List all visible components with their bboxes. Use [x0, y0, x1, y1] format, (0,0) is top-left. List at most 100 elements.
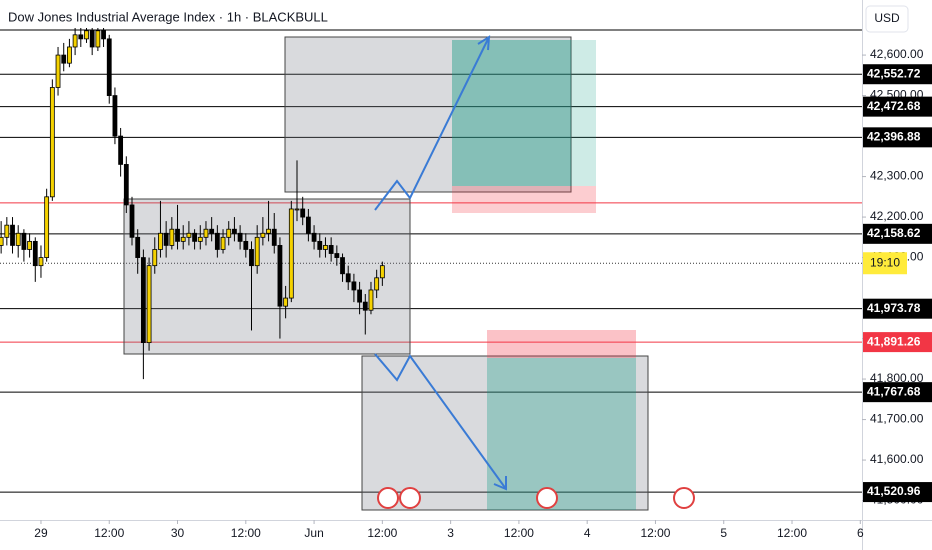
candle-body [158, 232, 163, 250]
candle-body [214, 232, 220, 250]
candle-body [21, 232, 27, 250]
candle-body [317, 240, 323, 250]
level-label: 42,158.62 [867, 226, 921, 240]
x-tick-label: 12:00 [231, 526, 261, 540]
candle-body [61, 54, 67, 64]
event-icon [673, 487, 695, 509]
last-price-bg [863, 252, 907, 275]
stop-zone [487, 330, 636, 358]
x-tick-label: 12:00 [367, 526, 397, 540]
candle-body [340, 257, 345, 275]
candle-body [334, 253, 340, 258]
currency-button[interactable] [865, 5, 909, 33]
candle-body [300, 208, 306, 218]
level-label: 41,767.68 [867, 384, 921, 398]
time-axis [0, 520, 932, 550]
candle-body [4, 224, 10, 238]
candle-body [249, 249, 254, 267]
title-bg [0, 6, 310, 28]
candle-body [237, 232, 243, 242]
candle-body [101, 30, 106, 40]
level-label-bg [863, 64, 932, 85]
candle-body [129, 204, 135, 238]
event-icons [377, 487, 695, 509]
chart-title: Dow Jones Industrial Average Index · 1h … [8, 9, 328, 24]
x-tick-label: 4 [584, 526, 591, 540]
x-tick-label: 3 [447, 526, 454, 540]
candle-body [192, 232, 197, 242]
candle-body [32, 240, 38, 267]
candle-body [351, 281, 357, 291]
level-label-bg [863, 127, 932, 148]
level-label: 42,552.72 [867, 66, 921, 80]
y-tick-label: 41,800.00 [870, 371, 924, 385]
candle-body [180, 236, 186, 242]
candle-body [368, 289, 374, 311]
candle-body [294, 208, 300, 211]
candle-body [72, 34, 78, 48]
axis-labels: 42,600.0042,500.0042,300.0042,200.0042,1… [34, 47, 932, 540]
x-tick-label: 5 [720, 526, 727, 540]
stop-zone [452, 186, 596, 213]
arrowhead [493, 476, 507, 491]
range-box [284, 36, 572, 193]
candle-body [186, 232, 192, 238]
x-tick-label: 12:00 [777, 526, 807, 540]
candle-body [345, 273, 351, 283]
candle-body [305, 216, 311, 234]
candle-body [163, 232, 169, 246]
candle-body [283, 297, 289, 307]
range-box [123, 198, 411, 355]
candle-body [152, 249, 158, 267]
last-price-countdown: 19:10 [870, 255, 900, 269]
candle-body [38, 257, 44, 267]
candle-body [49, 87, 55, 198]
candle-body [266, 228, 271, 234]
candle-body [328, 245, 334, 254]
candle-body [123, 164, 129, 206]
candles [0, 18, 385, 380]
level-label: 41,973.78 [867, 301, 921, 315]
level-label: 42,472.68 [867, 99, 921, 113]
candle-body [0, 236, 4, 246]
candle-body [95, 30, 101, 48]
candle-body [379, 265, 385, 279]
x-tick-label: 6 [857, 526, 864, 540]
candle-body [44, 196, 50, 258]
currency[interactable]: USD [874, 11, 900, 25]
price-axis [862, 0, 932, 550]
x-tick-label: Jun [304, 526, 323, 540]
candle-body [243, 240, 249, 250]
candle-body [226, 228, 232, 238]
arrow [374, 353, 507, 490]
candle-body [232, 228, 237, 234]
x-tick-label: 29 [34, 526, 48, 540]
level-label-bg [863, 96, 932, 117]
candle-body [67, 46, 72, 64]
event-icon [377, 487, 399, 509]
candle-body [15, 232, 21, 246]
arrow [374, 36, 490, 211]
candle-body [89, 30, 95, 48]
x-tick-label: 12:00 [504, 526, 534, 540]
x-tick-label: 12:00 [640, 526, 670, 540]
y-tick-label: 41,700.00 [870, 412, 924, 426]
candle-body [10, 224, 15, 246]
y-tick-label: 42,600.00 [870, 47, 924, 61]
y-tick-label: 41,600.00 [870, 452, 924, 466]
arrowhead [477, 35, 491, 51]
x-tick-label: 30 [171, 526, 185, 540]
event-icon [399, 487, 421, 509]
candle-body [55, 54, 61, 88]
candle-body [260, 232, 266, 238]
target-zone [487, 358, 636, 510]
y-tick-label: 42,200.00 [870, 209, 924, 223]
candle-body [135, 236, 141, 258]
level-label-bg [863, 382, 932, 403]
drawings [123, 35, 649, 511]
candle-body [288, 208, 294, 299]
candle-body [146, 265, 152, 344]
candle-body [106, 38, 112, 96]
